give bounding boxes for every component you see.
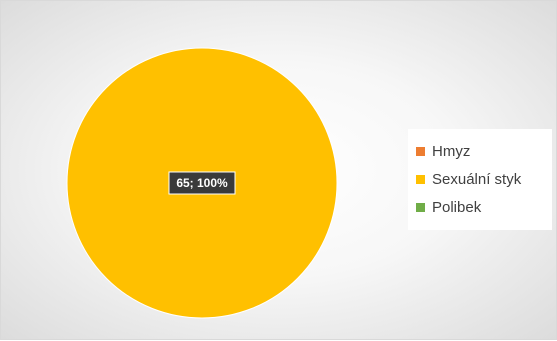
legend-label-hmyz: Hmyz <box>432 142 471 160</box>
legend-swatch-sexualni-styk <box>416 174 425 184</box>
legend-label-sexualni-styk: Sexuální styk <box>432 170 522 188</box>
legend-item-polibek: Polibek <box>416 193 552 221</box>
legend-swatch-polibek <box>416 202 425 212</box>
legend-label-polibek: Polibek <box>432 198 482 216</box>
legend-item-hmyz: Hmyz <box>416 137 552 165</box>
data-label-box <box>168 171 236 195</box>
data-label: 65; 100% <box>176 176 228 190</box>
legend: Hmyz Sexuální styk Polibek <box>408 129 552 230</box>
legend-item-sexualni-styk: Sexuální styk <box>416 165 552 193</box>
legend-swatch-hmyz <box>416 146 425 156</box>
